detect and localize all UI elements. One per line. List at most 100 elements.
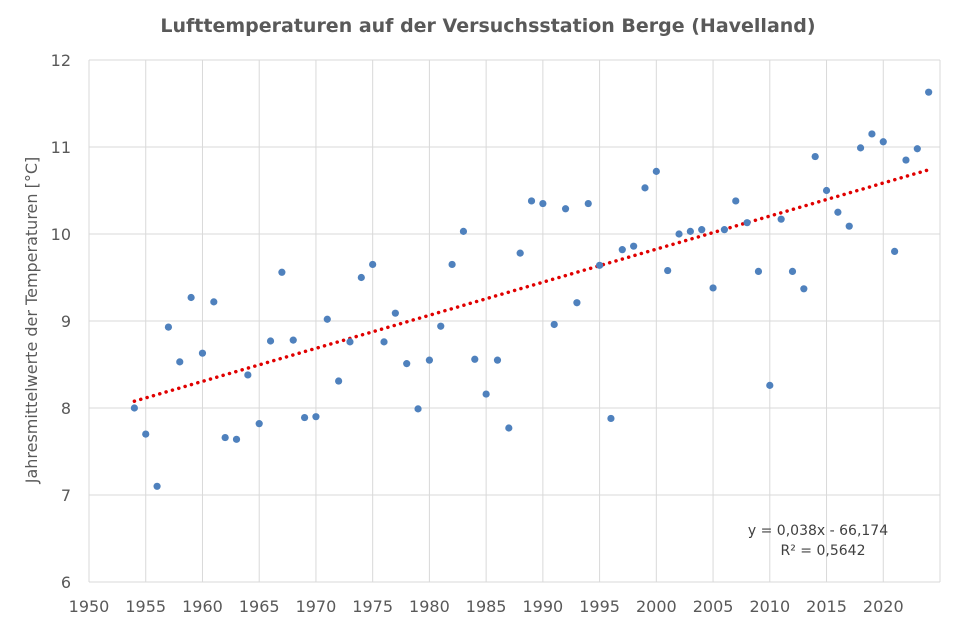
data-point [323,315,331,323]
x-tick-label: 1960 [182,597,223,616]
data-point [448,260,456,269]
data-point [664,266,672,275]
gridlines [88,59,941,583]
data-point [584,199,592,208]
data-point [561,205,570,213]
y-tick-label: 7 [61,486,71,505]
x-tick-label: 1975 [352,597,393,616]
x-tick-label: 1985 [466,597,507,616]
data-point [925,88,933,96]
data-point [845,222,853,230]
data-point [414,405,422,413]
y-tick-label: 9 [61,312,71,331]
data-point [300,413,309,422]
data-point [913,145,921,153]
x-tick-label: 2020 [863,597,904,616]
chart-title: Lufttemperaturen auf der Versuchsstation… [160,15,815,37]
r-squared-label: R² = 0,5642 [781,543,866,559]
x-tick-label: 2005 [693,597,734,616]
trendline-equation: y = 0,038x - 66,174 [748,523,888,539]
data-point [788,267,797,276]
data-point [800,285,808,293]
data-point [834,208,842,216]
data-point [822,186,831,195]
data-point [471,355,479,363]
x-tick-label: 1970 [296,597,337,616]
trendline [132,168,931,403]
data-point [437,322,445,330]
data-point [720,226,729,234]
data-point [266,337,275,345]
data-point [766,381,774,389]
data-point [516,249,524,257]
data-point [709,284,717,292]
x-tick-label: 1990 [523,597,564,616]
x-tick-label: 1955 [125,597,166,616]
x-tick-label: 1980 [409,597,450,616]
data-point [675,230,683,238]
data-point [244,371,252,379]
data-point [630,242,638,250]
data-point [346,338,354,346]
data-point [879,138,887,146]
data-point [176,358,184,366]
x-tick-label: 2000 [636,597,677,616]
x-tick-label: 2010 [749,597,790,616]
data-point [902,156,910,164]
data-point [232,435,241,443]
y-tick-label: 12 [51,51,71,70]
data-point [357,273,365,282]
x-tick-label: 2015 [806,597,847,616]
data-point [198,349,207,357]
x-tick-label: 1950 [69,597,110,616]
data-point [641,184,649,192]
data-point [732,197,740,205]
y-tick-label: 6 [61,573,71,592]
data-point [380,338,388,346]
data-point [698,226,706,234]
data-point [482,390,490,398]
data-point [607,414,615,423]
data-point [210,298,218,306]
data-point [856,144,865,152]
data-point [743,219,751,227]
axis-tick-labels: 1950 1955 1960 1965 1970 1975 1980 1985 1990 1995… [51,51,904,616]
data-point [686,227,694,235]
data-point [550,320,558,329]
data-point [391,309,399,317]
data-point [221,433,229,442]
data-point [335,377,343,385]
data-point [153,482,161,490]
y-tick-label: 11 [51,138,71,157]
data-point [505,424,513,432]
trendline-path [132,168,931,403]
y-tick-label: 10 [51,225,71,244]
data-point [539,199,547,208]
data-point [289,336,297,344]
y-axis-label: Jahresmittelwerte der Temperaturen [°C] [22,157,41,485]
data-point [164,323,173,331]
data-point [130,404,138,412]
data-point [811,152,819,161]
data-point [187,293,195,302]
data-point [403,360,411,368]
data-point [891,247,899,255]
x-tick-label: 1965 [239,597,280,616]
data-point [493,356,502,364]
data-point [596,261,604,269]
x-tick-label: 1995 [579,597,620,616]
y-tick-label: 8 [61,399,71,418]
data-point [777,215,785,223]
data-point [312,413,320,421]
data-point [278,268,286,276]
data-points [130,88,933,490]
data-point [425,356,433,364]
data-point [652,167,660,175]
data-point [868,130,876,138]
data-point [369,260,377,269]
data-point [618,246,626,254]
data-point [754,267,763,276]
data-point [255,420,263,428]
data-point [527,197,536,205]
